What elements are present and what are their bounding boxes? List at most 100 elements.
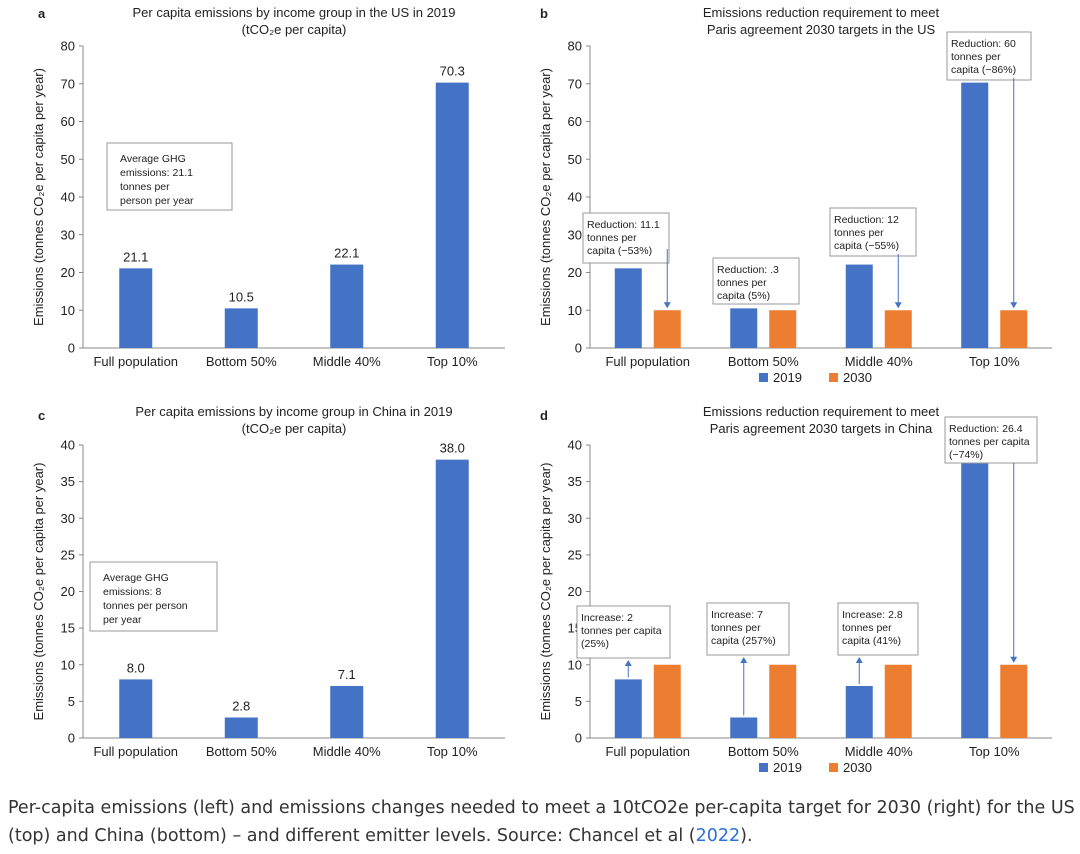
data-label: 38.0 xyxy=(440,441,465,456)
annotation-text: tonnes per xyxy=(711,622,761,634)
chart-subtitle: Paris agreement 2030 targets in China xyxy=(710,421,933,436)
x-tick-label: Full population xyxy=(93,354,178,369)
chart-a-svg: a Per capita emissions by income group in… xyxy=(31,5,505,369)
annotation-text: Reduction: 11.1 xyxy=(587,219,660,231)
panel-letter: b xyxy=(540,6,548,21)
y-tick-label: 25 xyxy=(568,547,582,562)
chart-title: Emissions reduction requirement to meet xyxy=(703,5,940,20)
y-tick-label: 60 xyxy=(61,114,75,129)
legend-label: 2019 xyxy=(773,760,802,775)
annotation-text: tonnes per capita xyxy=(949,436,1030,448)
chart-subtitle: Paris agreement 2030 targets in the US xyxy=(707,22,936,37)
citation-link[interactable]: 2022 xyxy=(695,826,741,846)
annotation-text: Reduction: .3 xyxy=(717,264,779,276)
bar-2030 xyxy=(653,664,681,738)
panel-a: a Per capita emissions by income group in… xyxy=(0,0,540,395)
bar-value xyxy=(224,308,258,348)
annotation-text: capita (5%) xyxy=(717,290,770,302)
x-tick-label: Middle 40% xyxy=(313,354,381,369)
annotation-box xyxy=(706,602,790,656)
y-axis-label: Emissions (tonnes CO₂e per capita per ye… xyxy=(538,463,553,721)
y-tick-label: 30 xyxy=(568,227,582,242)
bar-value xyxy=(224,717,258,738)
bar-value xyxy=(119,679,153,738)
x-tick-label: Top 10% xyxy=(969,354,1020,369)
y-tick-label: 80 xyxy=(568,39,582,54)
annotation-box xyxy=(829,207,917,257)
x-tick-label: Bottom 50% xyxy=(728,744,799,759)
x-tick-label: Full population xyxy=(605,354,690,369)
y-tick-label: 70 xyxy=(61,76,75,91)
y-tick-label: 20 xyxy=(61,265,75,280)
arrow-head xyxy=(663,302,671,309)
x-tick-label: Top 10% xyxy=(427,744,478,759)
annotation-text: tonnes per xyxy=(587,232,637,244)
annotation-text: Average GHG xyxy=(103,572,169,584)
data-label: 8.0 xyxy=(127,660,145,675)
y-tick-label: 0 xyxy=(68,341,75,356)
y-tick-label: 20 xyxy=(568,265,582,280)
y-tick-label: 30 xyxy=(61,227,75,242)
y-axis-label: Emissions (tonnes CO₂e per capita per ye… xyxy=(538,68,553,326)
y-tick-label: 80 xyxy=(61,39,75,54)
panel-letter: d xyxy=(540,408,548,423)
annotation-text: tonnes per person xyxy=(103,600,188,612)
x-tick-label: Full population xyxy=(605,744,690,759)
y-tick-label: 25 xyxy=(61,547,75,562)
x-tick-label: Top 10% xyxy=(969,744,1020,759)
bar-2030 xyxy=(769,310,797,348)
arrow-head xyxy=(894,302,902,309)
annotation-text: Reduction: 26.4 xyxy=(949,423,1023,435)
figure: a Per capita emissions by income group in… xyxy=(0,0,1080,790)
data-label: 2.8 xyxy=(232,698,250,713)
legend-swatch xyxy=(829,373,838,382)
bar-2019 xyxy=(961,82,989,349)
legend-swatch xyxy=(759,373,768,382)
caption-text: Per-capita emissions (left) and emission… xyxy=(8,798,1075,846)
bar-2030 xyxy=(884,310,912,348)
legend-label: 2030 xyxy=(843,370,872,385)
bar-2019 xyxy=(730,308,758,348)
chart-d-svg: d Emissions reduction requirement to meet… xyxy=(538,404,1052,775)
x-tick-label: Top 10% xyxy=(427,354,478,369)
y-tick-label: 40 xyxy=(61,438,75,453)
y-tick-label: 40 xyxy=(568,438,582,453)
y-tick-label: 10 xyxy=(61,657,75,672)
arrow-head xyxy=(740,657,748,663)
chart-c-svg: c Per capita emissions by income group in… xyxy=(31,404,505,759)
annotation-text: tonnes per xyxy=(951,51,1001,63)
y-tick-label: 10 xyxy=(568,657,582,672)
chart-title: Per capita emissions by income group in … xyxy=(132,5,455,20)
bar-2030 xyxy=(884,664,912,738)
annotation-text: Reduction: 12 xyxy=(834,214,899,226)
panel-d: d Emissions reduction requirement to meet… xyxy=(538,395,1080,790)
y-tick-label: 0 xyxy=(575,341,582,356)
y-tick-label: 40 xyxy=(568,190,582,205)
arrow-head xyxy=(1010,656,1018,663)
panel-b: b Emissions reduction requirement to meet… xyxy=(538,0,1080,395)
y-tick-label: 5 xyxy=(575,694,582,709)
x-tick-label: Middle 40% xyxy=(845,744,913,759)
bar-2030 xyxy=(1000,310,1028,348)
annotation-text: Reduction: 60 xyxy=(951,38,1016,50)
annotation-box xyxy=(712,257,800,305)
y-axis-label: Emissions (tonnes CO₂e per capita per ye… xyxy=(31,68,46,326)
annotation-text: Increase: 2 xyxy=(581,612,633,624)
y-tick-label: 0 xyxy=(575,731,582,746)
bar-value xyxy=(119,268,153,348)
bar-2019 xyxy=(614,679,642,738)
bar-value xyxy=(435,82,469,349)
bar-value xyxy=(435,459,469,738)
y-tick-label: 35 xyxy=(61,474,75,489)
bar-2019 xyxy=(961,459,989,738)
y-tick-label: 0 xyxy=(68,731,75,746)
bar-value xyxy=(330,264,364,348)
x-tick-label: Bottom 50% xyxy=(206,354,277,369)
chart-b-svg: b Emissions reduction requirement to meet… xyxy=(538,5,1052,385)
data-label: 21.1 xyxy=(123,249,148,264)
y-tick-label: 10 xyxy=(568,303,582,318)
caption-end: ). xyxy=(740,826,753,846)
panel-letter: a xyxy=(38,6,46,21)
bar-2019 xyxy=(845,685,873,738)
chart-subtitle: (tCO₂e per capita) xyxy=(242,22,347,37)
